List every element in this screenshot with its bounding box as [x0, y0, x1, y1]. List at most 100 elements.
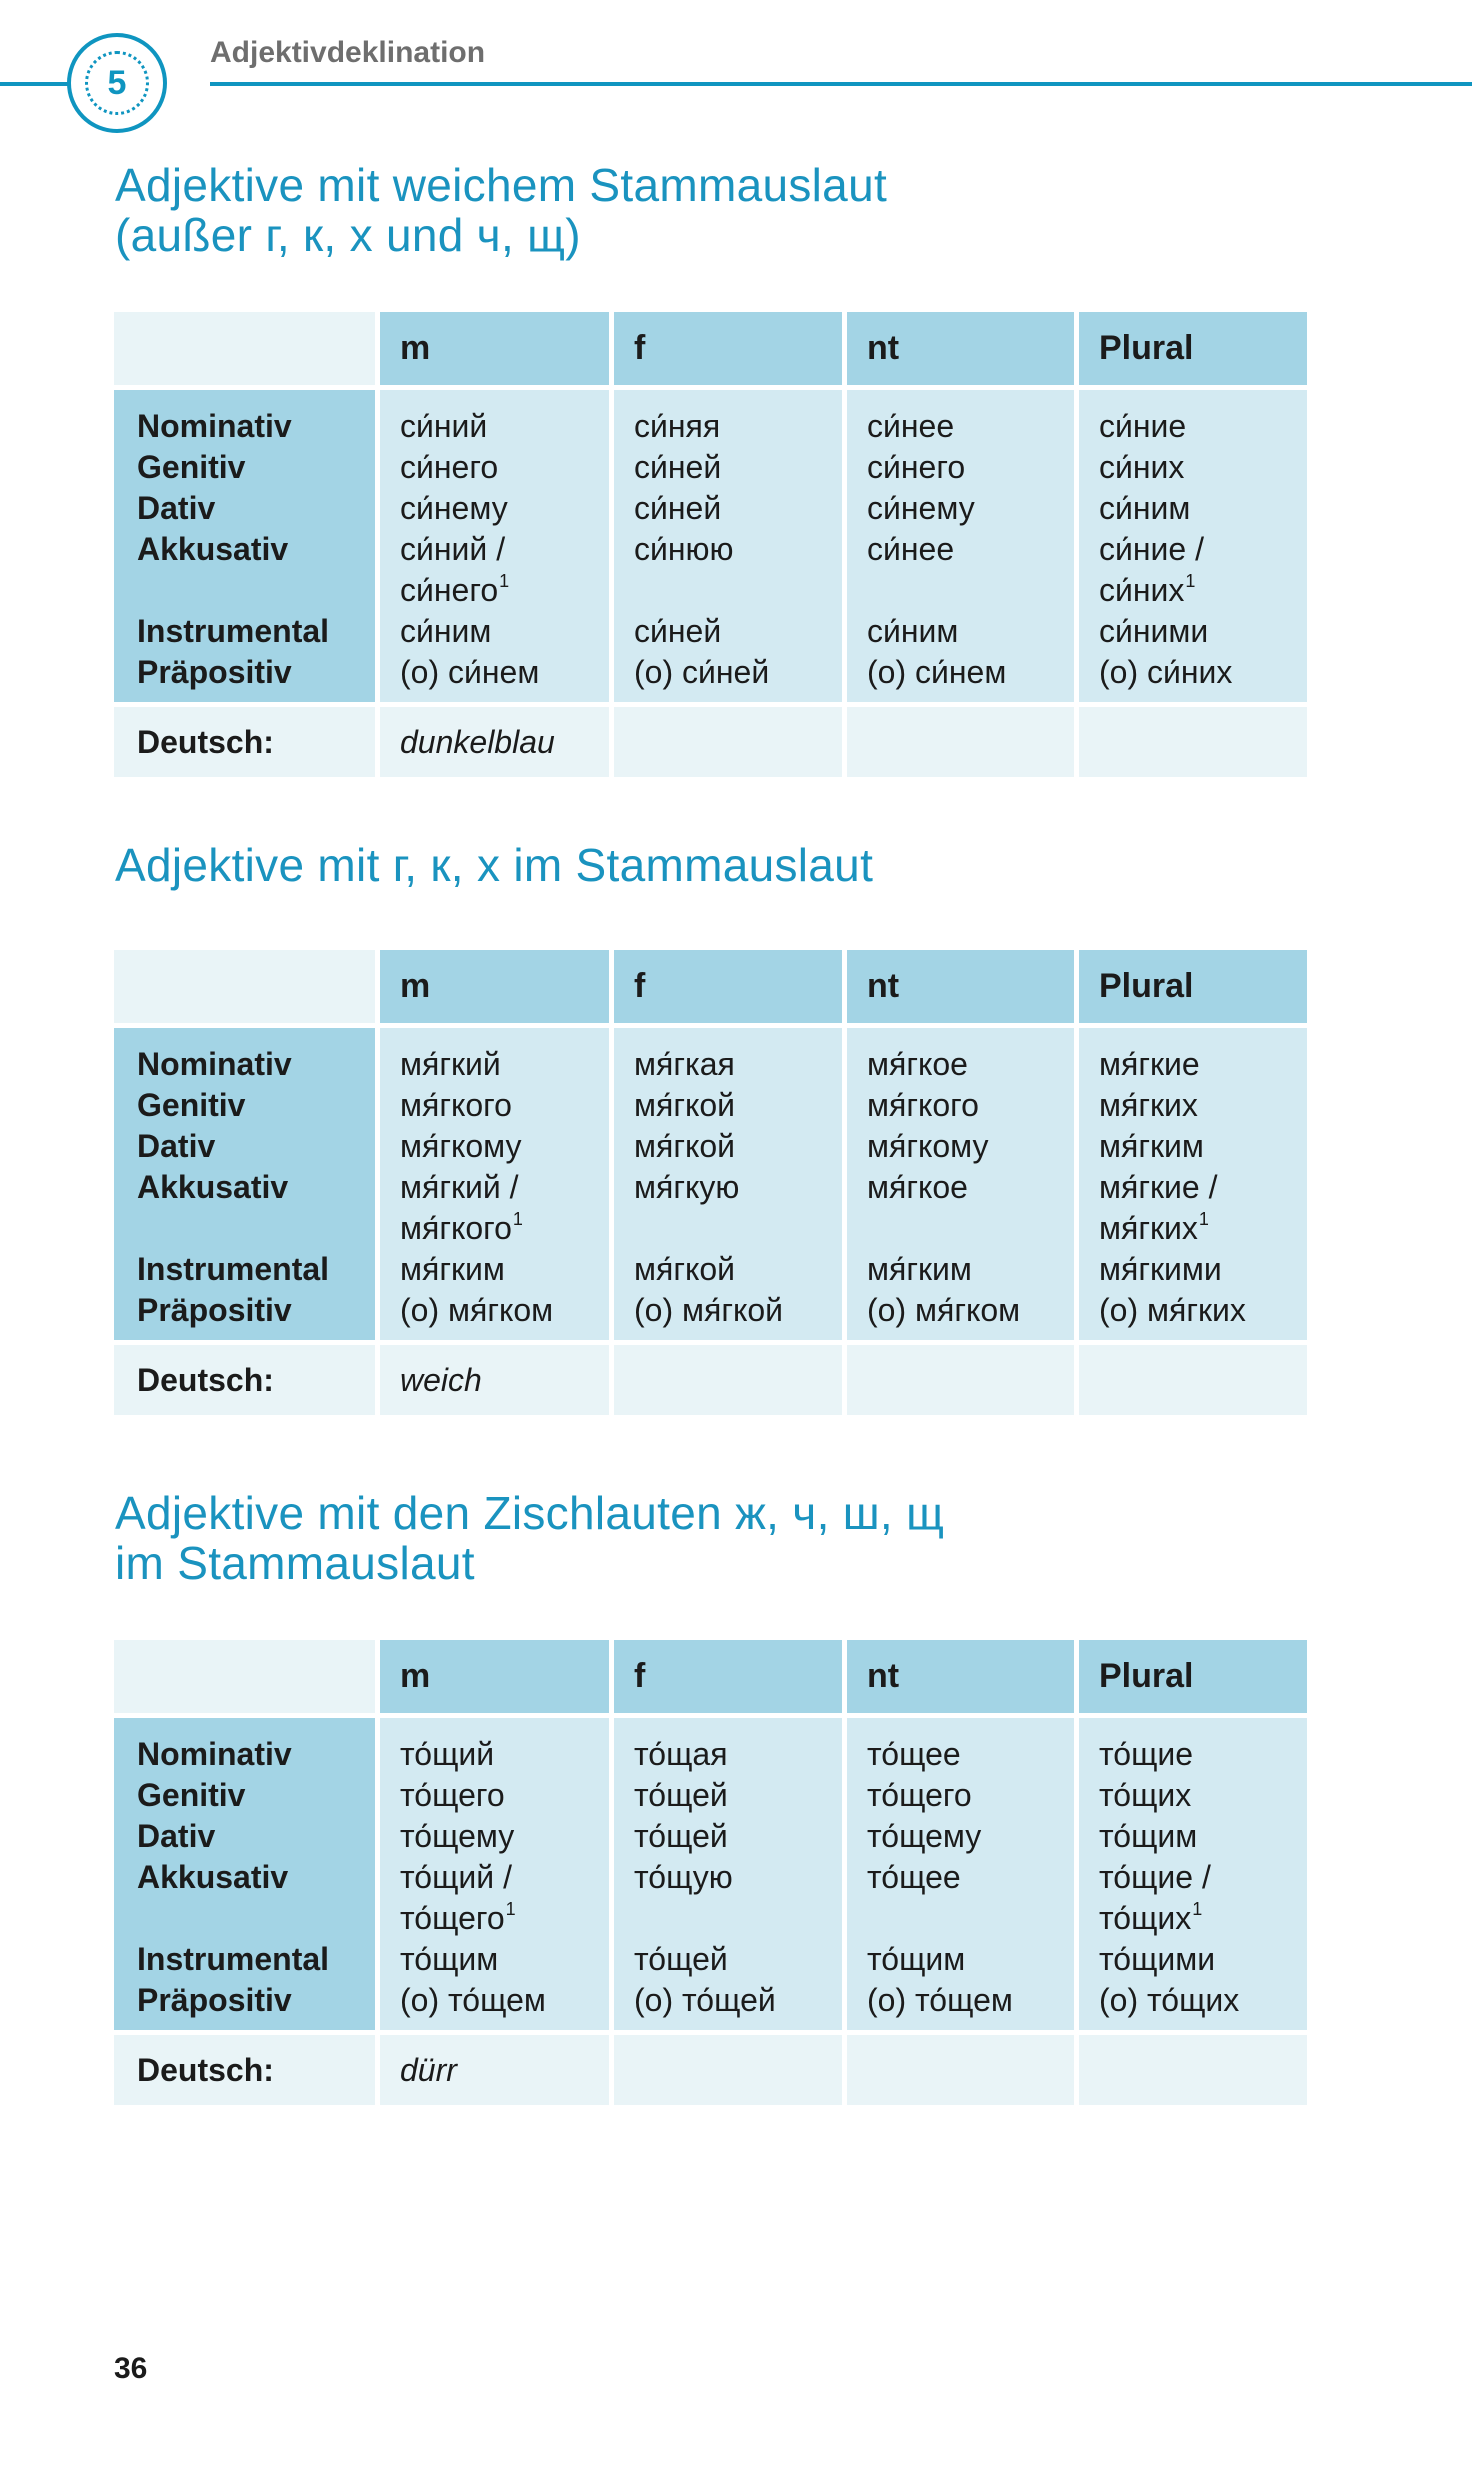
form-text: мя́гкое — [867, 1169, 968, 1205]
form-text: мя́гким — [867, 1251, 972, 1287]
form-text: (о) си́ней — [634, 654, 770, 690]
form-text: си́ней — [634, 613, 722, 649]
declension-form: мя́гким — [1099, 1126, 1307, 1167]
footnote-mark: 1 — [499, 571, 510, 591]
form-text: то́щий / — [400, 1859, 512, 1895]
cell-f: то́щая то́щей то́щей то́щую то́щей (о) то́щей — [614, 1718, 842, 2030]
declension-form: то́щим — [1099, 1816, 1307, 1857]
column-header-nt: nt — [847, 950, 1074, 1023]
declension-table: m f nt Plural Nominativ Genitiv Dativ Akkusativ… — [114, 950, 1307, 1415]
declension-form: си́них1 — [1099, 570, 1307, 611]
form-text: си́ние — [1099, 408, 1187, 444]
declension-form: то́щее — [867, 1734, 1074, 1775]
form-text: мя́гкие / — [1099, 1169, 1218, 1205]
declension-form: то́щим — [400, 1939, 609, 1980]
case-label: Instrumental — [137, 1251, 330, 1287]
deutsch-label: Deutsch: — [114, 707, 375, 777]
declension-form: то́щие — [1099, 1734, 1307, 1775]
column-header-nt: nt — [847, 312, 1074, 385]
form-text: то́щие — [1099, 1736, 1194, 1772]
declension-form: мя́гкая — [634, 1044, 842, 1085]
case-labels: Nominativ Genitiv Dativ Akkusativ Instrument… — [114, 1718, 375, 2030]
empty-cell — [847, 707, 1074, 777]
form-text: (о) то́щих — [1099, 1982, 1240, 2018]
form-text: (о) то́щем — [400, 1982, 546, 2018]
translation: weich — [380, 1345, 609, 1415]
form-text: мя́гкого — [867, 1087, 979, 1123]
declension-table: m f nt Plural Nominativ Genitiv Dativ Akkusativ… — [114, 1640, 1307, 2105]
declension-form: то́щим — [867, 1939, 1074, 1980]
case-label — [137, 570, 375, 611]
declension-form: (о) мя́гких — [1099, 1290, 1307, 1331]
form-text: (о) мя́гкой — [634, 1292, 784, 1328]
column-header-plural: Plural — [1079, 950, 1307, 1023]
form-text: си́нему — [400, 490, 508, 526]
form-text: (о) си́нем — [867, 654, 1007, 690]
case-label: Nominativ — [137, 1736, 292, 1772]
form-text: (о) си́нем — [400, 654, 540, 690]
declension-form: мя́гкому — [867, 1126, 1074, 1167]
declension-form: мя́гкой — [634, 1126, 842, 1167]
column-header-m: m — [380, 1640, 609, 1713]
declension-form: то́щего1 — [400, 1898, 609, 1939]
form-text: си́ней — [634, 449, 722, 485]
case-label: Dativ — [137, 1128, 216, 1164]
declension-form: мя́гкого — [400, 1085, 609, 1126]
form-text: то́щие / — [1099, 1859, 1211, 1895]
declension-form: си́нему — [400, 488, 609, 529]
empty-cell — [847, 2035, 1074, 2105]
form-text: си́них — [1099, 449, 1185, 485]
declension-form: мя́гким — [400, 1249, 609, 1290]
deutsch-label: Deutsch: — [114, 2035, 375, 2105]
declension-form: мя́гкого — [867, 1085, 1074, 1126]
empty-cell — [614, 707, 842, 777]
declension-form: то́щих — [1099, 1775, 1307, 1816]
form-text: мя́гкую — [634, 1169, 740, 1205]
declension-form: си́ними — [1099, 611, 1307, 652]
form-text: (о) мя́гких — [1099, 1292, 1246, 1328]
declension-form: (о) то́щих — [1099, 1980, 1307, 2021]
form-text: (о) то́щем — [867, 1982, 1013, 2018]
declension-form: си́няя — [634, 406, 842, 447]
declension-form: си́него — [400, 447, 609, 488]
declension-form: (о) си́них — [1099, 652, 1307, 693]
case-label: Präpositiv — [137, 654, 292, 690]
declension-form: мя́гкие / — [1099, 1167, 1307, 1208]
section-title: Adjektive mit den Zischlauten ж, ч, ш, щ… — [115, 1488, 944, 1588]
cell-nt: си́нее си́него си́нему си́нее си́ним (о) си́н… — [847, 390, 1074, 702]
declension-form — [634, 1898, 842, 1939]
column-header-plural: Plural — [1079, 1640, 1307, 1713]
form-text: си́нюю — [634, 531, 734, 567]
footnote-mark: 1 — [1185, 571, 1196, 591]
table-corner — [114, 1640, 375, 1713]
declension-form: си́ние / — [1099, 529, 1307, 570]
form-text: си́ний / — [400, 531, 506, 567]
form-text: то́щей — [634, 1818, 728, 1854]
section-title-line: Adjektive mit weichem Stammauslaut — [115, 159, 888, 211]
form-text: мя́гкими — [1099, 1251, 1222, 1287]
declension-form: то́щему — [400, 1816, 609, 1857]
declension-form: (о) си́ней — [634, 652, 842, 693]
form-text: си́ний — [400, 408, 488, 444]
declension-form: (о) то́щей — [634, 1980, 842, 2021]
case-label: Präpositiv — [137, 1982, 292, 2018]
declension-form: то́щего — [867, 1775, 1074, 1816]
declension-form: то́щее — [867, 1857, 1074, 1898]
declension-form: то́щий — [400, 1734, 609, 1775]
declension-form: мя́гкими — [1099, 1249, 1307, 1290]
form-text: мя́гкая — [634, 1046, 735, 1082]
form-text: мя́гких — [1099, 1087, 1198, 1123]
form-text: мя́гкой — [634, 1087, 736, 1123]
cell-nt: то́щее то́щего то́щему то́щее то́щим (о) то́щ… — [847, 1718, 1074, 2030]
declension-form: (о) то́щем — [867, 1980, 1074, 2021]
declension-form: си́нее — [867, 529, 1074, 570]
section-title-line: im Stammauslaut — [115, 1537, 475, 1589]
form-text: си́нему — [867, 490, 975, 526]
case-label — [137, 1898, 375, 1939]
section-title-line: (außer г, к, х und ч, щ) — [115, 209, 581, 261]
declension-form: си́него — [867, 447, 1074, 488]
column-header-plural: Plural — [1079, 312, 1307, 385]
translation: dunkelblau — [380, 707, 609, 777]
cell-plural: мя́гкие мя́гких мя́гким мя́гкие / мя́гких1 мя… — [1079, 1028, 1307, 1340]
form-text: си́него — [400, 572, 499, 608]
